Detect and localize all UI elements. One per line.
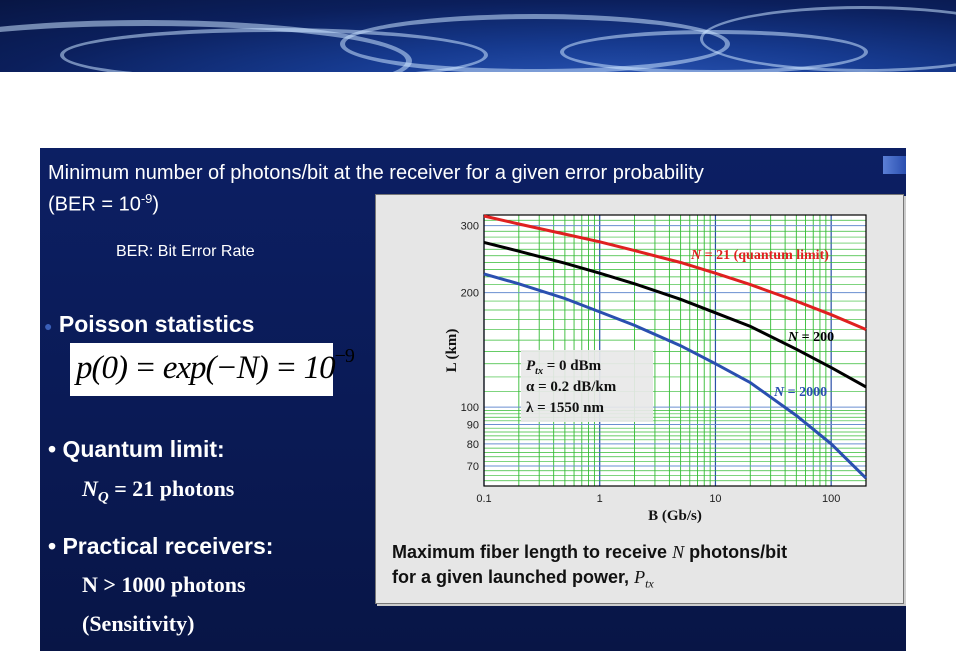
fiber-length-chart: 0.1 1 10 100 70 80 90 100 200 300 B (Gb/s) L (km) Pt… xyxy=(444,214,868,524)
quantum-rest: = 21 photons xyxy=(108,476,235,501)
heading-text: Minimum number of photons/bit at the rec… xyxy=(48,162,704,184)
formula-text: p(0) = exp(−N) = 10 xyxy=(76,350,336,386)
annotation-alpha: α = 0.2 dB/km xyxy=(526,379,617,395)
x-tick-label: 10 xyxy=(709,493,721,505)
bullet-poisson: ● Poisson statistics xyxy=(44,311,254,338)
quantum-var: N xyxy=(82,476,98,501)
y-tick-label: 100 xyxy=(461,402,479,414)
series-label: N = 21 (quantum limit) xyxy=(690,248,829,263)
caption-line1-a: Maximum fiber length to receive xyxy=(392,542,673,562)
y-tick-label: 200 xyxy=(461,288,479,300)
header-banner xyxy=(0,0,956,72)
caption-line2-var: P xyxy=(634,567,646,587)
heading-ber-exponent: -9 xyxy=(140,191,153,206)
plot-frame xyxy=(483,214,867,487)
formula-exponent: −9 xyxy=(334,345,355,367)
bullet-quantum: • Quantum limit: xyxy=(48,436,225,462)
chart-caption: Maximum fiber length to receive N photon… xyxy=(392,540,892,597)
practical-note: (Sensitivity) xyxy=(82,611,195,636)
y-tick-label: 90 xyxy=(467,419,479,431)
quantum-sub: Q xyxy=(97,489,109,506)
slide-edge-accent xyxy=(883,156,906,174)
x-tick-label: 100 xyxy=(822,493,840,505)
x-axis-label: B (Gb/s) xyxy=(648,508,702,524)
annotation-ptx: Ptx = 0 dBm xyxy=(526,358,602,377)
series-label: N = 200 xyxy=(787,330,834,345)
practical-value: N > 1000 photons xyxy=(82,572,246,597)
x-tick-label: 1 xyxy=(597,493,603,505)
quantum-limit-value: NQ = 21 photons xyxy=(82,476,234,506)
series-line xyxy=(483,214,867,331)
caption-line2-sub: tx xyxy=(645,576,654,591)
slide-heading: Minimum number of photons/bit at the rec… xyxy=(48,160,868,218)
series-line xyxy=(483,240,867,389)
caption-line1-var: N xyxy=(672,542,685,562)
heading-ber-prefix: (BER = 10 xyxy=(48,193,141,216)
caption-line1-b: photons/bit xyxy=(684,542,788,562)
chart-panel: 0.1 1 10 100 70 80 90 100 200 300 B (Gb/s) L (km) Pt… xyxy=(375,194,904,604)
y-tick-label: 70 xyxy=(467,461,479,473)
ber-definition: BER: Bit Error Rate xyxy=(116,243,255,260)
y-axis-label: L (km) xyxy=(444,329,460,373)
series-label: N = 2000 xyxy=(773,385,827,400)
annotation-box xyxy=(521,350,653,422)
heading-ber-suffix: ) xyxy=(152,193,160,216)
bullet-dot-icon: ● xyxy=(44,317,53,334)
series-line xyxy=(483,272,868,480)
y-tick-label: 300 xyxy=(461,221,479,233)
banner-ripple xyxy=(700,6,956,72)
poisson-formula: p(0) = exp(−N) = 10−9 xyxy=(76,345,355,387)
bullet-poisson-label: Poisson statistics xyxy=(58,311,255,337)
x-tick-label: 0.1 xyxy=(476,493,491,505)
bullet-practical: • Practical receivers: xyxy=(48,533,274,559)
poisson-formula-box: p(0) = exp(−N) = 10−9 xyxy=(70,343,355,396)
annotation-lambda: λ = 1550 nm xyxy=(526,400,605,416)
caption-line2-a: for a given launched power, xyxy=(392,567,635,587)
y-tick-label: 80 xyxy=(467,439,479,451)
